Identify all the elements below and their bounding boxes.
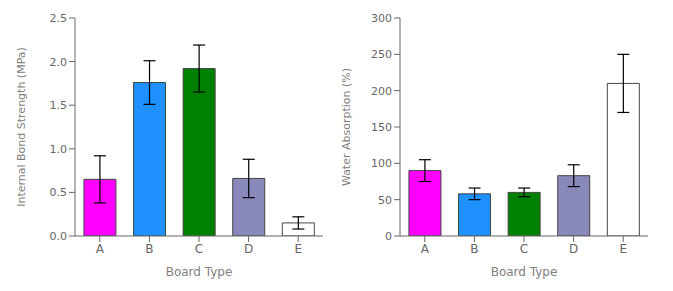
svg-text:50: 50: [378, 194, 392, 207]
svg-text:Board Type: Board Type: [491, 265, 558, 279]
svg-text:300: 300: [371, 12, 392, 25]
svg-text:E: E: [619, 242, 627, 256]
svg-text:0.5: 0.5: [50, 186, 68, 199]
svg-text:C: C: [195, 242, 203, 256]
svg-text:C: C: [520, 242, 528, 256]
svg-text:2.0: 2.0: [50, 56, 68, 69]
svg-text:A: A: [421, 242, 430, 256]
svg-text:200: 200: [371, 85, 392, 98]
svg-text:D: D: [244, 242, 253, 256]
svg-text:150: 150: [371, 121, 392, 134]
svg-text:100: 100: [371, 157, 392, 170]
svg-text:B: B: [470, 242, 478, 256]
svg-text:A: A: [96, 242, 105, 256]
svg-text:B: B: [145, 242, 153, 256]
svg-text:0.0: 0.0: [50, 230, 68, 243]
svg-text:1.5: 1.5: [50, 99, 68, 112]
svg-text:2.5: 2.5: [50, 12, 68, 25]
svg-text:Internal Bond Strength (MPa): Internal Bond Strength (MPa): [15, 47, 28, 207]
svg-text:0: 0: [385, 230, 392, 243]
svg-text:1.0: 1.0: [50, 143, 68, 156]
svg-text:E: E: [294, 242, 302, 256]
svg-text:D: D: [569, 242, 578, 256]
svg-text:Water Absorption (%): Water Absorption (%): [340, 68, 353, 186]
svg-text:250: 250: [371, 48, 392, 61]
svg-text:Board Type: Board Type: [166, 265, 233, 279]
